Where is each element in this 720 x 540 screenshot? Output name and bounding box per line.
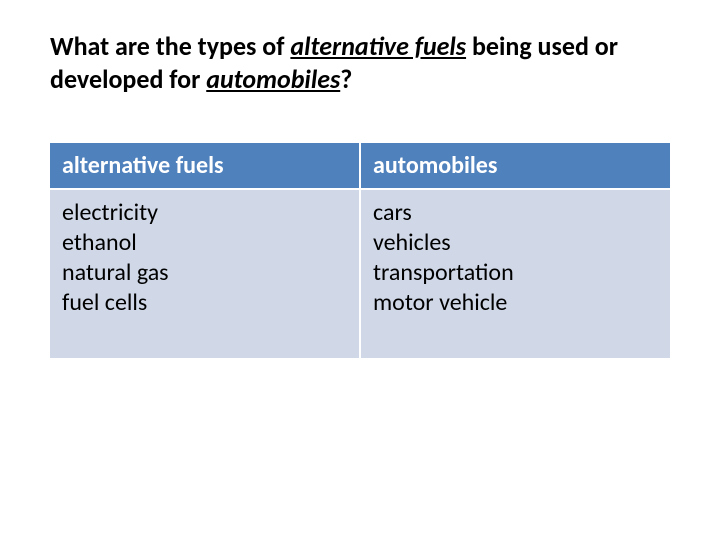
title-part-pre: What are the types of — [50, 30, 290, 62]
list-item: electricity — [62, 198, 347, 228]
list-item: motor vehicle — [373, 288, 658, 318]
column-header-2: automobiles — [360, 143, 670, 189]
cell-col1: electricity ethanol natural gas fuel cel… — [50, 189, 360, 358]
list-item: transportation — [373, 258, 658, 288]
list-item: fuel cells — [62, 288, 347, 318]
column-header-1: alternative fuels — [50, 143, 360, 189]
table-header-row: alternative fuels automobiles — [50, 143, 670, 189]
list-item: natural gas — [62, 258, 347, 288]
title-emphasis-1: alternative fuels — [290, 30, 466, 62]
cell-col2: cars vehicles transportation motor vehic… — [360, 189, 670, 358]
title-emphasis-2: automobiles — [206, 63, 340, 95]
table-row: electricity ethanol natural gas fuel cel… — [50, 189, 670, 358]
list-item: cars — [373, 198, 658, 228]
list-item: vehicles — [373, 228, 658, 258]
slide-title: What are the types of alternative fuels … — [50, 30, 670, 95]
list-item: ethanol — [62, 228, 347, 258]
title-part-post: ? — [340, 63, 352, 95]
slide: What are the types of alternative fuels … — [0, 0, 720, 540]
synonym-table: alternative fuels automobiles electricit… — [50, 143, 670, 358]
